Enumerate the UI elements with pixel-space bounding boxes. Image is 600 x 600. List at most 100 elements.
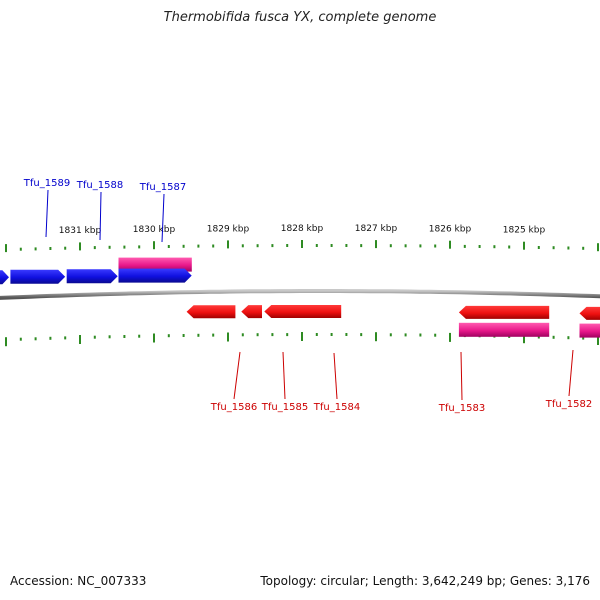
backbone-arc xyxy=(0,289,600,300)
minor-tick xyxy=(330,244,333,247)
minor-tick xyxy=(64,246,67,250)
minor-tick xyxy=(345,244,348,247)
major-tick xyxy=(449,240,451,249)
reverse-gene-arrow[interactable] xyxy=(186,305,236,319)
label-leader-line xyxy=(233,351,241,400)
gene-label[interactable]: Tfu_1585 xyxy=(261,402,308,413)
major-tick xyxy=(301,240,303,248)
minor-tick xyxy=(552,246,555,250)
reverse-gene-arrow[interactable] xyxy=(458,305,550,319)
major-tick xyxy=(79,335,81,344)
minor-tick xyxy=(389,333,392,337)
gene-label[interactable]: Tfu_1584 xyxy=(313,402,360,413)
label-leader-line xyxy=(460,351,463,401)
major-tick xyxy=(79,242,81,251)
minor-tick xyxy=(49,247,52,250)
major-tick xyxy=(5,244,7,253)
rna-features-bottom xyxy=(458,322,600,338)
minor-tick xyxy=(19,337,22,341)
gene-label[interactable]: Tfu_1582 xyxy=(545,399,592,410)
reverse-gene-arrow[interactable] xyxy=(264,305,342,318)
scale-label: 1825 kbp xyxy=(503,226,546,236)
minor-tick xyxy=(493,245,496,249)
minor-tick xyxy=(330,333,333,336)
minor-tick xyxy=(286,333,289,337)
minor-tick xyxy=(108,335,111,339)
major-tick xyxy=(227,332,229,342)
minor-tick xyxy=(167,245,170,248)
label-leader-line xyxy=(333,352,338,400)
label-leader-line xyxy=(568,349,574,397)
minor-tick xyxy=(360,333,363,337)
minor-tick xyxy=(49,336,52,340)
major-tick xyxy=(375,240,377,249)
forward-gene-arrow[interactable] xyxy=(118,268,192,283)
forward-gene-arrow[interactable] xyxy=(66,269,118,284)
scale-label: 1827 kbp xyxy=(355,224,398,234)
major-tick xyxy=(523,241,525,250)
forward-gene-arrow[interactable] xyxy=(10,269,66,284)
minor-tick xyxy=(197,244,200,248)
major-tick xyxy=(5,337,7,347)
reverse-gene-arrow[interactable] xyxy=(241,305,262,319)
minor-tick xyxy=(389,244,392,248)
major-tick xyxy=(449,332,451,342)
rna-feature-bar[interactable] xyxy=(458,322,550,337)
scale-ticks-top xyxy=(5,240,599,253)
gene-label[interactable]: Tfu_1587 xyxy=(139,182,186,193)
minor-tick xyxy=(345,333,348,336)
minor-tick xyxy=(108,245,111,249)
scale-labels: 1831 kbp 1830 kbp 1829 kbp 1828 kbp 1827 kbp… xyxy=(59,224,546,236)
major-tick xyxy=(523,334,525,344)
gene-label[interactable]: Tfu_1586 xyxy=(210,402,257,413)
label-leader-line xyxy=(161,193,165,243)
minor-tick xyxy=(508,245,511,249)
minor-tick xyxy=(404,333,407,337)
major-tick xyxy=(301,332,303,341)
minor-tick xyxy=(419,333,422,337)
rna-feature-bar[interactable] xyxy=(118,257,192,272)
minor-tick xyxy=(567,336,570,340)
scale-label: 1830 kbp xyxy=(133,225,176,235)
minor-tick xyxy=(64,336,67,340)
minor-tick xyxy=(478,245,481,248)
minor-tick xyxy=(582,246,585,250)
genome-backbone xyxy=(0,289,600,300)
scale-label: 1826 kbp xyxy=(429,225,472,235)
minor-tick xyxy=(182,334,185,337)
minor-tick xyxy=(463,244,466,248)
minor-tick xyxy=(212,333,215,337)
major-tick xyxy=(153,333,155,343)
minor-tick xyxy=(167,334,170,338)
minor-tick xyxy=(315,244,318,247)
reverse-gene-arrow[interactable] xyxy=(579,306,600,320)
major-tick xyxy=(375,332,377,342)
minor-tick xyxy=(552,335,555,339)
minor-tick xyxy=(241,244,244,248)
forward-strand-genes xyxy=(0,268,192,285)
minor-tick xyxy=(582,336,585,340)
gene-label[interactable]: Tfu_1588 xyxy=(76,180,123,191)
major-tick xyxy=(597,336,599,345)
major-tick xyxy=(227,240,229,249)
minor-tick xyxy=(315,333,318,336)
gene-label[interactable]: Tfu_1583 xyxy=(438,403,485,414)
minor-tick xyxy=(271,333,274,337)
label-leader-line xyxy=(45,189,49,238)
minor-tick xyxy=(138,245,141,249)
forward-gene-arrow[interactable] xyxy=(0,270,9,285)
map-title: Thermobifida fusca YX, complete genome xyxy=(163,10,437,25)
minor-tick xyxy=(212,244,215,248)
minor-tick xyxy=(360,244,363,248)
minor-tick xyxy=(93,246,96,250)
rna-feature-bar[interactable] xyxy=(579,323,600,338)
minor-tick xyxy=(241,333,244,337)
gene-label[interactable]: Tfu_1589 xyxy=(23,178,70,189)
genome-summary-text: Topology: circular; Length: 3,642,249 bp… xyxy=(260,574,590,588)
minor-tick xyxy=(138,334,141,338)
minor-tick xyxy=(567,246,570,250)
minor-tick xyxy=(197,333,200,337)
minor-tick xyxy=(271,244,274,248)
minor-tick xyxy=(123,335,126,338)
